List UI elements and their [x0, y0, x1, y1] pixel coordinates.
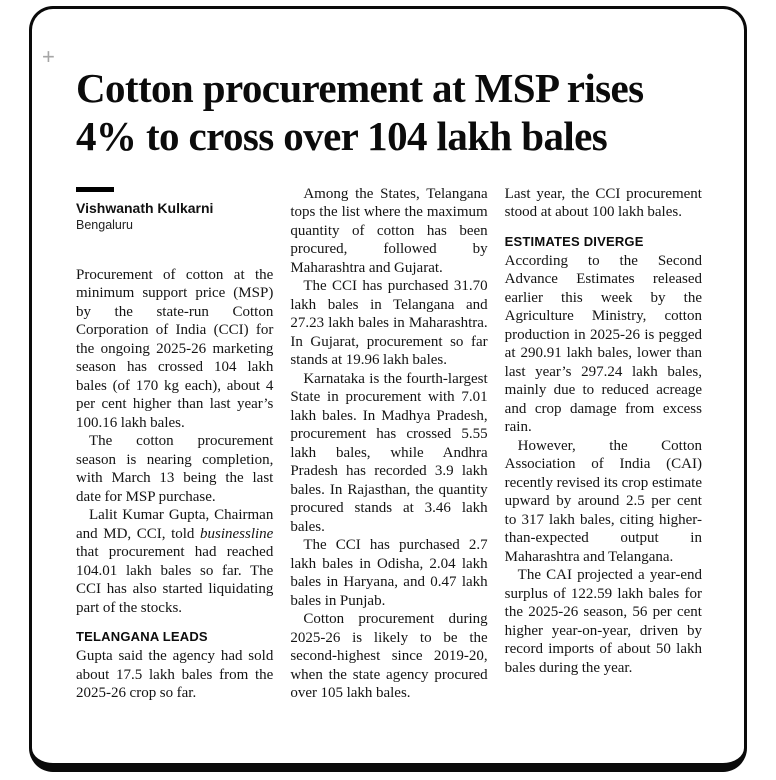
paragraph: The cotton procurement season is nearing…	[76, 433, 274, 505]
article-headline: Cotton procurement at MSP rises 4% to cr…	[76, 65, 644, 159]
byline: Vishwanath Kulkarni Bengaluru	[76, 186, 273, 234]
paragraph-text: that procurement had reached 104.01 lakh…	[76, 544, 274, 616]
paragraph: However, the Cotton Association of India…	[504, 437, 702, 565]
paragraph: The CCI has purchased 2.7 lakh bales in …	[290, 537, 488, 609]
paragraph: Karnataka is the fourth-largest State in…	[290, 370, 488, 535]
section-heading-telangana-leads: TELANGANA LEADS	[76, 629, 208, 645]
section-heading-estimates-diverge: ESTIMATES DIVERGE	[504, 233, 644, 249]
paragraph: The CAI projected a year-end surplus of …	[504, 567, 702, 676]
publication-name: businessline	[199, 525, 274, 542]
paragraph: Lalit Kumar Gupta, Chairman and MD, CCI,…	[76, 506, 273, 617]
paragraph: Among the States, Telangana tops the lis…	[290, 185, 488, 276]
article-body: Vishwanath Kulkarni Bengaluru Procuremen…	[76, 185, 702, 703]
byline-rule	[76, 186, 114, 192]
paragraph-text: Lalit Kumar Gupta, Chairman and MD, CCI,…	[76, 507, 274, 542]
paragraph: Last year, the CCI procurement stood at …	[504, 185, 702, 221]
paragraph: According to the Second Advance Estimate…	[504, 252, 702, 436]
paragraph: Procurement of cotton at the minimum sup…	[76, 266, 274, 431]
article-column-2: Among the States, Telangana tops the lis…	[290, 185, 487, 703]
byline-author: Vishwanath Kulkarni	[76, 199, 214, 216]
paragraph: Cotton procurement during 2025-26 is lik…	[290, 611, 488, 702]
crop-plus-icon: +	[42, 44, 55, 69]
paragraph: Gupta said the agency had sold about 17.…	[76, 648, 274, 702]
newspaper-clipping: Cotton procurement at MSP rises 4% to cr…	[29, 6, 747, 772]
article-column-3: Last year, the CCI procurement stood at …	[505, 185, 702, 678]
byline-location: Bengaluru	[76, 217, 133, 232]
paragraph: The CCI has purchased 31.70 lakh bales i…	[290, 278, 488, 369]
article-column-1: Vishwanath Kulkarni Bengaluru Procuremen…	[76, 185, 273, 703]
